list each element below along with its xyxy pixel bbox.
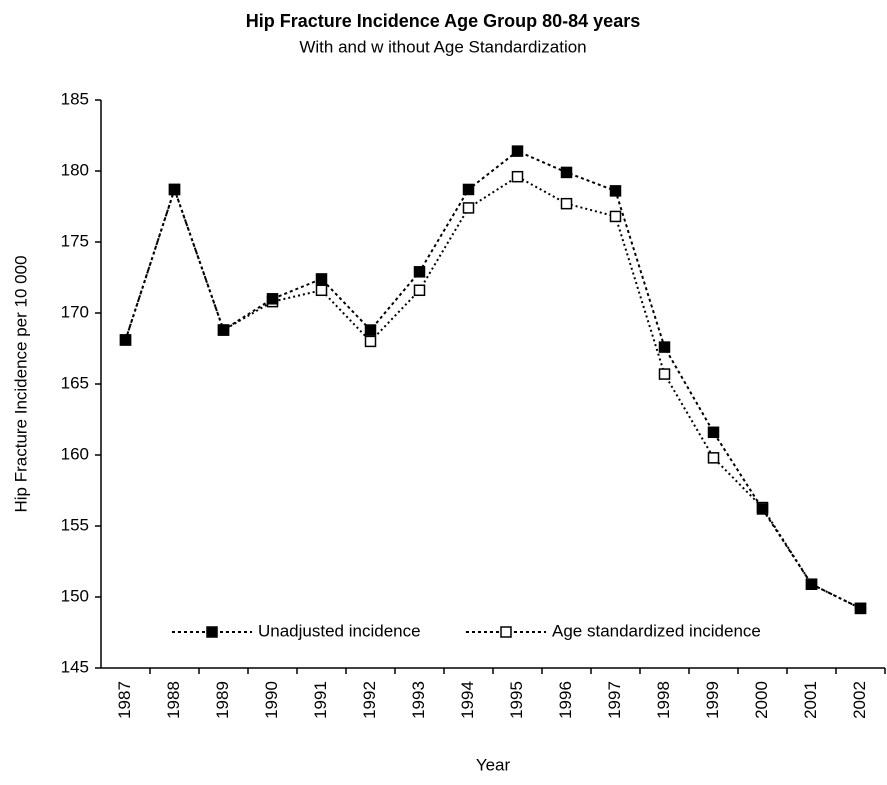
y-tick-label: 170 [61, 302, 89, 321]
series-line [124, 175, 861, 610]
legend-marker [500, 626, 512, 638]
y-axis-label: Hip Fracture Incidence per 10 000 [11, 255, 30, 512]
y-tick-label: 165 [61, 373, 89, 392]
data-point [217, 324, 230, 336]
legend-marker [206, 626, 218, 638]
x-tick-label: 2000 [752, 681, 771, 719]
x-tick-label: 1998 [654, 681, 673, 719]
x-tick-label: 1988 [164, 681, 183, 719]
x-tick-label: 1995 [507, 681, 526, 719]
x-tick-label: 1996 [556, 681, 575, 719]
legend-label: Age standardized incidence [552, 621, 761, 640]
data-point [266, 293, 279, 305]
data-point [707, 426, 720, 439]
x-tick-label: 1994 [458, 681, 477, 719]
y-tick-label: 175 [61, 231, 89, 250]
data-point [168, 183, 181, 196]
data-point [658, 341, 671, 353]
y-tick-label: 150 [61, 586, 89, 605]
data-point [511, 145, 524, 157]
x-tick-label: 1992 [360, 681, 379, 719]
data-point [560, 197, 573, 210]
data-point [364, 324, 377, 336]
legend-label: Unadjusted incidence [258, 621, 421, 640]
x-tick-label: 1987 [115, 681, 134, 719]
data-point [462, 183, 475, 196]
chart-subtitle: With and w ithout Age Standardization [299, 37, 586, 56]
x-axis-label: Year [476, 755, 511, 774]
x-tick-label: 1997 [605, 681, 624, 719]
series-line [124, 149, 861, 610]
data-point [364, 335, 377, 348]
data-point [609, 185, 622, 197]
data-point [560, 166, 573, 179]
x-tick-label: 2001 [801, 681, 820, 719]
data-point [805, 578, 818, 590]
data-point [413, 284, 426, 297]
x-tick-label: 1990 [262, 681, 281, 719]
x-tick-label: 2002 [850, 681, 869, 719]
x-tick-label: 1993 [409, 681, 428, 719]
data-point [707, 452, 720, 464]
x-tick-label: 1999 [703, 681, 722, 719]
y-tick-label: 145 [61, 657, 89, 676]
x-tick-label: 1989 [213, 681, 232, 719]
data-point [511, 170, 524, 183]
data-point [756, 503, 769, 515]
data-point [315, 284, 328, 297]
data-point [609, 210, 622, 223]
chart-title: Hip Fracture Incidence Age Group 80-84 y… [246, 11, 640, 31]
data-point [315, 273, 328, 285]
y-tick-label: 160 [61, 444, 89, 463]
data-point [413, 266, 426, 278]
data-point [658, 368, 671, 380]
data-point [119, 334, 132, 346]
x-tick-label: 1991 [311, 681, 330, 719]
y-tick-label: 155 [61, 515, 89, 534]
data-point [462, 202, 475, 214]
data-point [854, 602, 867, 615]
y-tick-label: 180 [61, 160, 89, 179]
y-tick-label: 185 [61, 89, 89, 108]
